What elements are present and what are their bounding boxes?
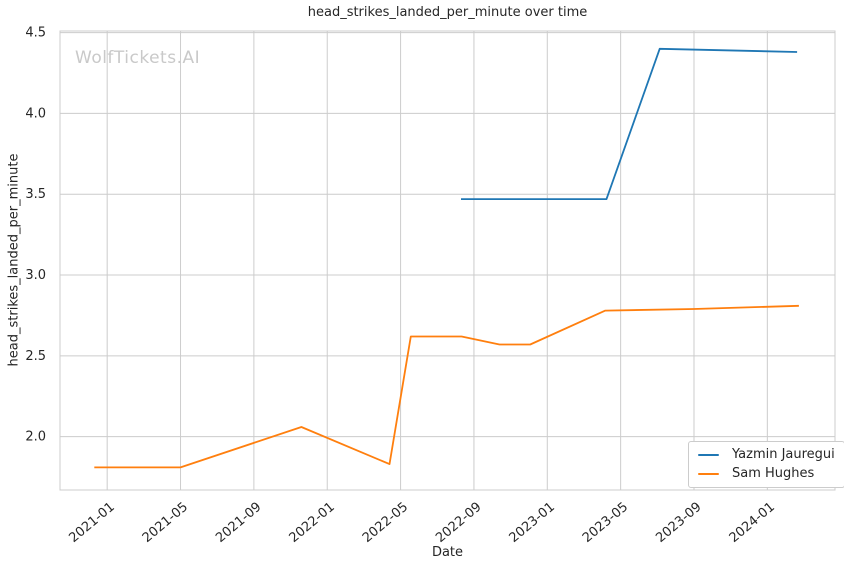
- watermark: WolfTickets.AI: [75, 48, 201, 68]
- y-tick-label: 4.5: [25, 26, 46, 41]
- legend-label: Sam Hughes: [732, 466, 815, 481]
- x-tick-label: 2023-01: [507, 500, 558, 546]
- chart-title: head_strikes_landed_per_minute over time: [307, 5, 588, 20]
- y-tick-label: 2.0: [25, 430, 46, 445]
- legend-line-swatch-orange: [698, 473, 719, 475]
- x-tick-label: 2023-09: [653, 500, 704, 546]
- y-tick-label: 3.5: [25, 187, 46, 202]
- y-tick-label: 4.0: [25, 106, 46, 121]
- series-line-yazmin-jauregui: [461, 47, 798, 201]
- x-tick-label: 2022-05: [360, 500, 411, 546]
- legend-label: Yazmin Jauregui: [732, 447, 835, 462]
- y-tick-label: 3.0: [25, 268, 46, 283]
- legend-line-swatch-blue: [698, 454, 719, 456]
- x-tick-label: 2021-05: [140, 500, 191, 546]
- legend: Yazmin Jauregui Sam Hughes: [688, 441, 844, 488]
- legend-entry-yazmin-jauregui: Yazmin Jauregui: [698, 447, 835, 463]
- series-line-sam-hughes: [94, 304, 799, 469]
- x-tick-label: 2023-05: [580, 500, 631, 546]
- x-tick-label: 2022-09: [433, 500, 484, 546]
- legend-entry-sam-hughes: Sam Hughes: [698, 466, 835, 482]
- plot-border: [59, 30, 836, 491]
- x-axis-label: Date: [431, 545, 464, 560]
- x-tick-label: 2024-01: [727, 500, 778, 546]
- x-tick-label: 2021-01: [66, 500, 117, 546]
- x-tick-label: 2022-01: [287, 500, 338, 546]
- y-axis-label: head_strikes_landed_per_minute: [6, 153, 22, 367]
- x-tick-label: 2021-09: [213, 500, 264, 546]
- y-tick-label: 2.5: [25, 349, 46, 364]
